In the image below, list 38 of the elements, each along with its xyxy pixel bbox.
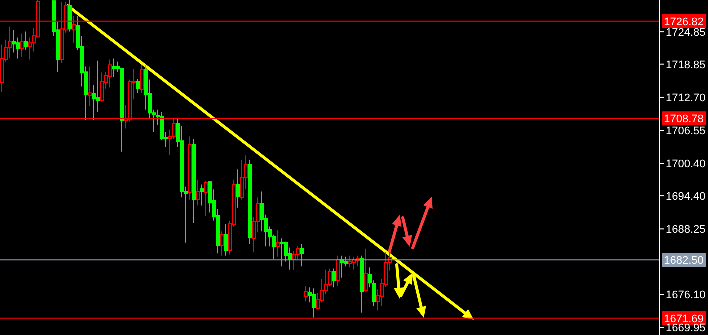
y-tick-label: 1694.40 [666,190,706,203]
candlestick [280,238,284,268]
ref-line-label: 1682.50 [664,255,704,268]
candlestick [276,230,280,258]
candlestick [108,59,112,88]
candlestick [88,66,92,107]
candlestick [224,224,228,256]
candlestick [236,169,240,208]
candlestick [100,72,104,102]
candlestick [20,33,24,58]
candlestick [136,78,140,94]
candlestick [348,255,352,268]
y-tick-label: 1724.85 [666,26,706,39]
y-tick-label: 1676.10 [666,290,706,302]
y-tick-label: 1700.40 [666,158,706,171]
y-tick-label: 1688.25 [666,224,706,236]
candlestick [240,159,244,200]
candlestick [24,31,28,51]
candlestick [200,184,204,206]
candlestick [8,26,12,59]
candlestick [68,0,72,32]
candlestick [220,231,224,256]
ref-line-label: 1726.82 [664,16,704,28]
candlestick [300,244,304,268]
candlestick [304,286,308,302]
candlestick [112,58,116,78]
candlestick [312,288,316,318]
ref-line-label: 1708.78 [664,114,704,126]
y-tick-label: 1712.70 [666,92,706,104]
candlestick [332,268,336,288]
candlestick [140,64,144,94]
y-tick-label: 1669.95 [666,322,706,335]
y-tick-label: 1718.85 [666,59,706,72]
y-tick-label: 1706.55 [666,126,706,138]
candlestick [336,255,340,286]
candlestick [364,248,368,292]
candlestick [196,179,200,206]
candlestick [204,180,208,216]
